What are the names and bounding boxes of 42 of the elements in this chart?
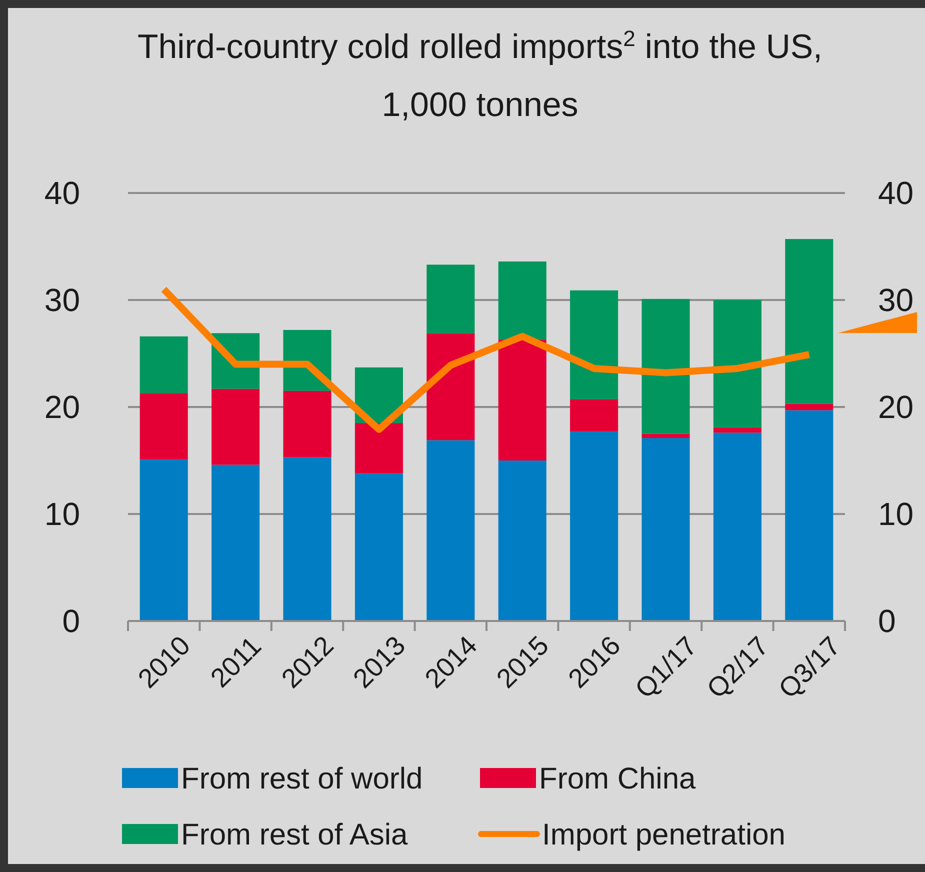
y-tick-label: 10 [44, 496, 80, 532]
bar [140, 393, 188, 460]
bar [498, 460, 546, 621]
bar [140, 459, 188, 621]
bar [713, 432, 762, 621]
legend-label: From rest of Asia [181, 818, 408, 852]
bar [212, 464, 260, 621]
bar [426, 333, 475, 440]
bar [140, 336, 188, 394]
y-tick-label: 20 [44, 389, 80, 426]
y2-tick-label: 0 [878, 603, 896, 640]
y-tick-label: 30 [44, 282, 80, 318]
chart-title: Third-country cold rolled imports$^{2}$ into the US, 1,000 tonnes [137, 26, 823, 124]
y2-tick-label: 30 [878, 282, 914, 318]
bar [785, 404, 834, 410]
bar [283, 457, 332, 621]
y2-tick-label: 10 [878, 496, 914, 532]
bar [498, 340, 546, 460]
bar [570, 290, 618, 400]
bar [642, 434, 690, 438]
y-tick-label: 40 [44, 175, 80, 212]
bar [354, 473, 403, 621]
y2-tick-label: 20 [878, 389, 914, 426]
bar [570, 400, 618, 432]
bar [642, 298, 690, 434]
legend-label: From rest of world [181, 762, 423, 796]
bar [713, 427, 762, 433]
bar [498, 261, 546, 340]
bar [426, 440, 475, 621]
y2-tick-label: 40 [878, 175, 914, 212]
bar [426, 264, 475, 334]
bar [713, 300, 762, 428]
bar [283, 390, 332, 458]
y-tick-label: 0 [62, 603, 80, 640]
legend-label: From China [539, 762, 696, 796]
bar [354, 423, 403, 474]
bar [785, 239, 834, 404]
legend-label: Import penetration [542, 818, 786, 852]
bar [642, 438, 690, 621]
bar [212, 388, 260, 465]
bar [570, 432, 618, 621]
bar [785, 410, 834, 621]
